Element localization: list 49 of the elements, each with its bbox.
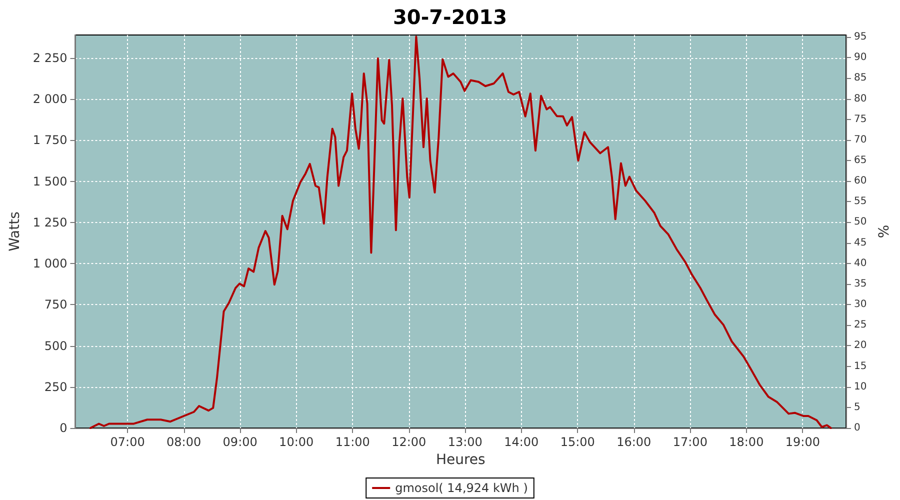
x-tick-label: 12:00: [392, 435, 426, 449]
y2-tick-label: 10: [854, 381, 867, 392]
y2-tick-label: 90: [854, 52, 867, 64]
x-tick-label: 10:00: [279, 435, 314, 449]
x-tick-label: 15:00: [560, 435, 595, 449]
y-tick-label: 1 750: [32, 133, 68, 148]
x-tick-label: 08:00: [166, 435, 202, 449]
y2-axis-title: %: [876, 224, 893, 238]
y-tick-label: 2 250: [32, 51, 68, 66]
y-axis-title: Watts: [7, 212, 23, 252]
y2-tick-label: 45: [854, 237, 867, 248]
x-tick-label: 13:00: [448, 435, 482, 449]
y2-tick-label: 5: [854, 402, 860, 413]
y-tick-label: 750: [44, 298, 68, 312]
y2-tick-label: 25: [854, 320, 867, 331]
x-tick-label: 11:00: [335, 435, 370, 449]
x-tick-label: 07:00: [110, 435, 145, 449]
y2-tick-label: 75: [854, 114, 867, 125]
y2-tick-label: 80: [854, 93, 867, 104]
chart-title: 30-7-2013: [392, 5, 508, 29]
y-tick-label: 0: [60, 421, 68, 435]
y2-tick-label: 85: [854, 72, 867, 84]
y2-tick-label: 20: [854, 340, 867, 352]
y2-tick-label: 95: [854, 32, 867, 43]
y2-tick-label: 0: [854, 422, 860, 434]
x-axis-title: Heures: [436, 452, 486, 468]
legend-label: gmosol( 14,924 kWh ): [395, 481, 528, 495]
x-tick-label: 19:00: [785, 435, 820, 449]
y2-tick-label: 30: [854, 299, 867, 310]
y2-tick-label: 55: [854, 196, 867, 208]
x-tick-label: 17:00: [672, 435, 708, 449]
x-tick-label: 14:00: [504, 435, 539, 449]
y2-tick-label: 40: [854, 258, 867, 269]
y-tick-label: 500: [44, 338, 68, 353]
y2-tick-label: 15: [854, 360, 867, 372]
y2-tick-label: 60: [854, 176, 867, 187]
y-tick-label: 250: [44, 380, 68, 394]
y2-tick-label: 35: [854, 278, 867, 290]
y-tick-label: 1 500: [32, 174, 68, 188]
y-tick-label: 2 000: [32, 92, 68, 106]
y2-tick-label: 65: [854, 155, 867, 166]
x-tick-label: 09:00: [222, 435, 258, 449]
x-tick-label: 18:00: [729, 435, 764, 449]
line-series: [89, 36, 832, 429]
y-tick-label: 1 250: [32, 215, 68, 230]
y2-tick-label: 50: [854, 216, 867, 228]
x-tick-label: 16:00: [616, 435, 652, 449]
y2-tick-label: 70: [854, 134, 867, 146]
y-tick-label: 1 000: [32, 256, 68, 271]
